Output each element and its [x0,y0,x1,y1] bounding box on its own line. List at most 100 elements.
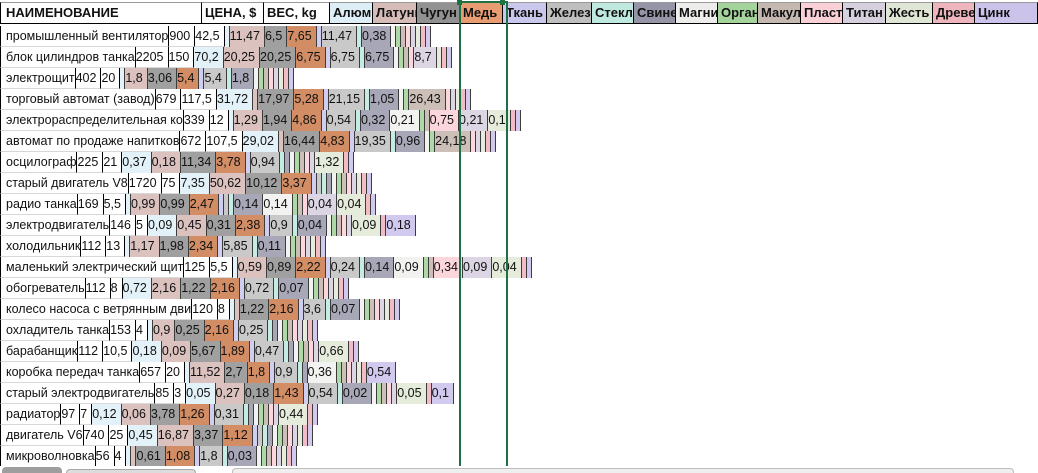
cell-svinec-row15[interactable] [273,320,279,341]
cell-weight-row5[interactable]: 12 [209,110,229,131]
cell-titan-row3[interactable] [274,68,280,89]
cell-alum-row20[interactable]: 0,45 [128,425,158,446]
cell-tkan-row13[interactable] [239,278,245,299]
cell-weight-row20[interactable]: 25 [109,425,129,446]
cell-tkan-row15[interactable] [234,320,240,341]
cell-makulatura-row2[interactable] [404,47,410,68]
cell-magniy-row18[interactable] [372,383,378,404]
cell-med-row12[interactable]: 2,22 [296,257,326,278]
cell-titan-row8[interactable] [351,173,357,194]
cell-cink-row17[interactable]: 0,54 [366,362,397,383]
cell-steklo-row2[interactable] [359,47,365,68]
cell-plastik-row3[interactable] [269,68,275,89]
cell-weight-row13[interactable]: 8 [110,278,123,299]
cell-steklo-row18[interactable] [337,383,343,404]
cell-svinec-row10[interactable]: 0,04 [297,215,328,236]
cell-makulatura-row21[interactable] [266,446,272,467]
cell-steklo-row8[interactable] [321,173,327,194]
cell-name-row18[interactable]: старый электродвигатель [0,383,156,404]
cell-tkan-row16[interactable] [249,341,255,362]
cell-cink-row6[interactable] [491,131,497,152]
cell-weight-row7[interactable]: 21 [103,152,123,173]
cell-makulatura-row16[interactable] [304,341,310,362]
cell-chugun-row4[interactable]: 17,97 [258,89,295,110]
cell-weight-row8[interactable]: 75 [161,173,181,194]
cell-steklo-row1[interactable] [357,26,363,47]
cell-tkan-row7[interactable] [245,152,251,173]
cell-zhest-row6[interactable] [481,131,487,152]
cell-magniy-row17[interactable]: 0,36 [307,362,337,383]
cell-name-row15[interactable]: охладитель танка [0,320,111,341]
cell-dreves-row21[interactable] [286,446,292,467]
cell-zhelezo-row7[interactable]: 0,94 [250,152,280,173]
cell-organika-row16[interactable] [299,341,305,362]
cell-price-row6[interactable]: 672 [180,131,207,152]
header-cell-latun[interactable]: Латунь [373,2,417,24]
cell-latun-row21[interactable] [131,446,137,467]
cell-med-row4[interactable]: 5,28 [294,89,324,110]
cell-steklo-row20[interactable] [262,425,268,446]
cell-svinec-row14[interactable]: 0,07 [330,299,361,320]
cell-magniy-row9[interactable]: 0,14 [263,194,293,215]
cell-makulatura-row10[interactable] [337,215,343,236]
cell-zhest-row17[interactable] [356,362,362,383]
cell-organika-row13[interactable] [313,278,319,299]
cell-magniy-row4[interactable] [399,89,405,110]
cell-zhest-row7[interactable]: 1,32 [314,152,345,173]
cell-weight-row12[interactable]: 5,5 [210,257,233,278]
cell-alum-row18[interactable]: 0,05 [186,383,216,404]
cell-cink-row2[interactable] [446,47,452,68]
cell-plastik-row12[interactable]: 0,34 [433,257,463,278]
cell-weight-row19[interactable]: 7 [80,404,93,425]
cell-zhest-row12[interactable]: 0,04 [492,257,522,278]
cell-cink-row1[interactable] [426,26,432,47]
cell-titan-row7[interactable] [309,152,315,173]
header-cell-chugun[interactable]: Чугун [417,2,460,24]
cell-zhest-row13[interactable] [333,278,339,299]
cell-titan-row12[interactable]: 0,09 [463,257,493,278]
cell-plastik-row15[interactable] [293,320,299,341]
cell-tkan-row5[interactable] [321,110,327,131]
header-cell-magniy[interactable]: Магний [676,2,718,24]
cell-price-row12[interactable]: 125 [184,257,211,278]
cell-cink-row16[interactable] [353,341,359,362]
cell-svinec-row9[interactable]: 0,14 [234,194,264,215]
cell-organika-row8[interactable] [336,173,342,194]
cell-makulatura-row9[interactable] [297,194,303,215]
cell-chugun-row17[interactable]: 2,7 [225,362,248,383]
cell-makulatura-row15[interactable] [288,320,294,341]
cell-magniy-row6[interactable] [425,131,431,152]
cell-chugun-row18[interactable]: 0,18 [244,383,275,404]
cell-svinec-row3[interactable]: 1,8 [231,68,255,89]
cell-magniy-row16[interactable] [294,341,300,362]
cell-svinec-row1[interactable]: 0,38 [362,26,392,47]
cell-weight-row14[interactable]: 8 [217,299,230,320]
cell-cink-row4[interactable] [465,89,471,110]
cell-chugun-row3[interactable]: 3,06 [147,68,178,89]
cell-alum-row12[interactable] [232,257,238,278]
cell-price-row7[interactable]: 225 [77,152,104,173]
cell-cink-row12[interactable] [526,257,532,278]
header-cell-organika[interactable]: Органика [718,2,758,24]
cell-steklo-row15[interactable] [268,320,274,341]
cell-tkan-row21[interactable] [195,446,201,467]
cell-price-row3[interactable]: 402 [75,68,102,89]
cell-magniy-row12[interactable]: 0,09 [394,257,424,278]
cell-zhest-row19[interactable]: 0,44 [278,404,309,425]
cell-plastik-row9[interactable] [302,194,308,215]
cell-med-row7[interactable]: 3,78 [216,152,246,173]
cell-zhelezo-row14[interactable]: 3,6 [303,299,326,320]
cell-zhelezo-row20[interactable] [257,425,263,446]
cell-chugun-row6[interactable]: 16,44 [283,131,321,152]
cell-plastik-row18[interactable] [387,383,393,404]
cell-name-row11[interactable]: холодильник [0,236,82,257]
cell-price-row2[interactable]: 2205 [135,47,169,68]
cell-price-row13[interactable]: 112 [85,278,111,299]
cell-med-row21[interactable]: 1,08 [165,446,196,467]
cell-med-row16[interactable]: 1,89 [220,341,250,362]
cell-med-row18[interactable]: 1,43 [274,383,304,404]
cell-chugun-row19[interactable]: 3,78 [150,404,181,425]
cell-chugun-row21[interactable]: 0,61 [136,446,166,467]
cell-latun-row16[interactable]: 0,09 [161,341,192,362]
cell-name-row7[interactable]: осцилограф [0,152,78,173]
